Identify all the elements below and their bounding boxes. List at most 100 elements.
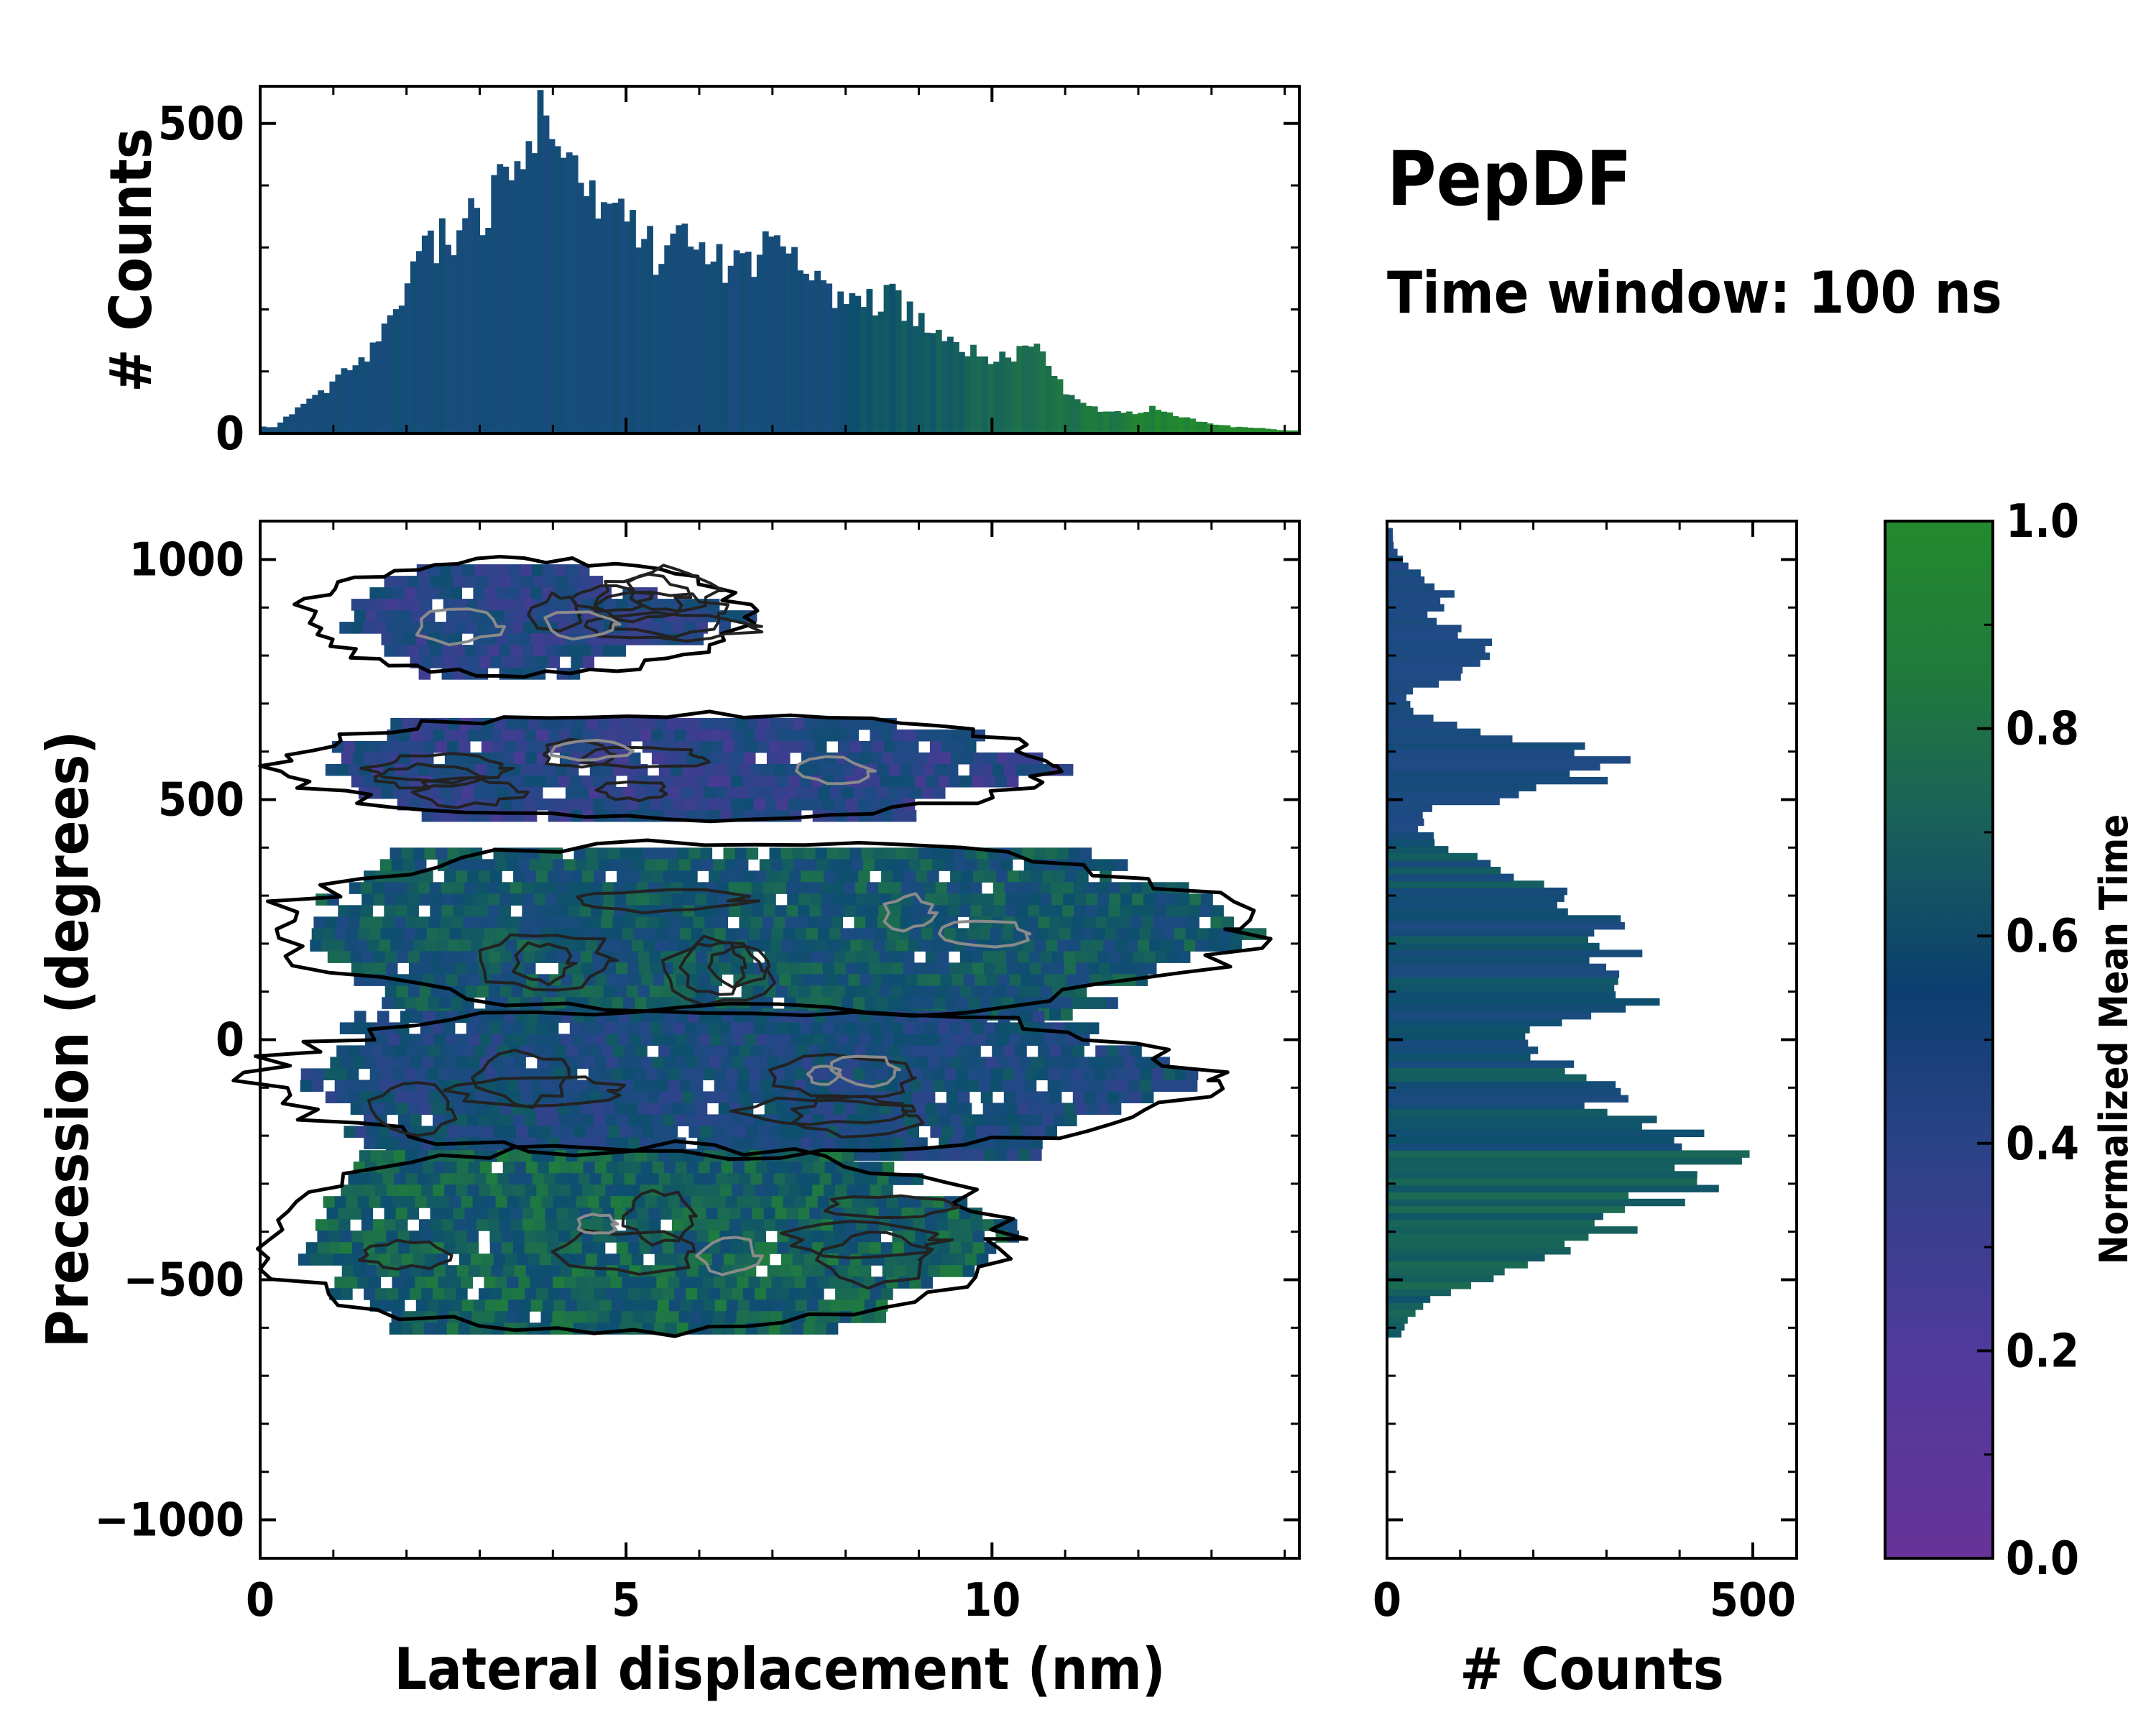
- heatmap-cell: [1120, 905, 1132, 917]
- heatmap-cell: [1109, 893, 1121, 906]
- heatmap-cell: [467, 656, 479, 668]
- heatmap-cell: [872, 847, 885, 860]
- heatmap-cell: [501, 1230, 513, 1243]
- heatmap-cell: [649, 1103, 662, 1115]
- contour-peak: [937, 919, 1032, 949]
- heatmap-cell: [658, 1091, 671, 1103]
- heatmap-cell: [577, 564, 590, 576]
- heatmap-cell: [521, 882, 534, 894]
- heatmap-cell: [900, 916, 912, 929]
- heatmap-cell: [1004, 882, 1017, 894]
- heatmap-cell: [610, 1276, 622, 1289]
- heatmap-cell: [1039, 905, 1051, 917]
- heatmap-cell: [640, 1265, 653, 1277]
- heatmap-cell: [824, 1034, 837, 1046]
- heatmap-cell: [775, 1208, 788, 1220]
- heatmap-cell: [753, 775, 766, 788]
- heatmap-cell: [604, 798, 617, 811]
- heatmap-cell: [1132, 951, 1145, 963]
- heatmap-cell: [806, 1276, 818, 1289]
- top-histogram-bar: [1218, 425, 1225, 433]
- heatmap-cell: [877, 1173, 890, 1185]
- heatmap-cell: [659, 882, 672, 894]
- heatmap-cell: [696, 798, 709, 811]
- heatmap-cell: [447, 1126, 459, 1138]
- heatmap-cell: [827, 717, 839, 730]
- heatmap-cell: [711, 1254, 724, 1266]
- heatmap-cell: [542, 1300, 555, 1312]
- right-histogram-bar: [1387, 1295, 1431, 1303]
- heatmap-cell: [410, 1114, 422, 1126]
- heatmap-cell: [362, 599, 375, 611]
- heatmap-cell: [818, 1300, 831, 1312]
- heatmap-cell: [683, 893, 696, 906]
- right-histogram-bar: [1387, 617, 1437, 626]
- heatmap-cell: [628, 870, 640, 883]
- heatmap-cell: [668, 1276, 680, 1289]
- top-histogram-bar: [1005, 357, 1012, 433]
- heatmap-cell: [405, 916, 418, 929]
- heatmap-cell: [513, 1184, 525, 1197]
- heatmap-cell: [628, 1288, 640, 1300]
- top-histogram-bar: [456, 230, 463, 433]
- heatmap-cell: [1112, 1057, 1124, 1069]
- heatmap-cell: [1126, 939, 1138, 952]
- heatmap-cell: [404, 786, 417, 799]
- heatmap-cell: [325, 763, 338, 776]
- heatmap-cell: [489, 962, 502, 975]
- heatmap-cell: [696, 1230, 709, 1243]
- heatmap-cell: [845, 1022, 858, 1034]
- heatmap-cell: [309, 1254, 322, 1266]
- heatmap-cell: [982, 1103, 995, 1115]
- heatmap-cell: [507, 1300, 520, 1312]
- heatmap-cell: [949, 1149, 962, 1161]
- heatmap-cell: [599, 1300, 612, 1312]
- heatmap-cell: [957, 997, 969, 1009]
- heatmap-cell: [694, 882, 706, 894]
- heatmap-cell: [378, 1254, 391, 1266]
- heatmap-cell: [650, 1230, 663, 1243]
- heatmap-cell: [612, 916, 625, 929]
- heatmap-cell: [1115, 859, 1128, 871]
- heatmap-cell: [354, 740, 367, 753]
- heatmap-cell: [350, 1103, 363, 1115]
- heatmap-cell: [522, 1208, 535, 1220]
- heatmap-cell: [788, 798, 801, 811]
- heatmap-cell: [716, 1091, 729, 1103]
- heatmap-cell: [787, 893, 799, 906]
- heatmap-cell: [669, 1150, 682, 1162]
- heatmap-cell: [1015, 763, 1028, 776]
- heatmap-cell: [609, 1311, 622, 1323]
- heatmap-cell: [895, 1254, 908, 1266]
- heatmap-cell: [339, 622, 351, 634]
- heatmap-cell: [948, 985, 961, 998]
- right-x-tick-label: 0: [1373, 1574, 1401, 1627]
- heatmap-cell: [1008, 1034, 1021, 1046]
- heatmap-cell: [582, 729, 594, 742]
- heatmap-cell: [417, 1045, 429, 1057]
- heatmap-cell: [557, 985, 570, 998]
- heatmap-cell: [778, 752, 791, 765]
- heatmap-cell: [505, 939, 517, 952]
- right-histogram-bar: [1387, 1108, 1608, 1117]
- heatmap-cell: [1208, 928, 1221, 940]
- heatmap-cell: [870, 1288, 882, 1300]
- heatmap-cell: [787, 951, 800, 963]
- heatmap-cell: [1047, 1080, 1060, 1092]
- heatmap-cell: [865, 997, 877, 1009]
- right-histogram-bar: [1387, 949, 1643, 957]
- heatmap-cell: [959, 985, 972, 998]
- heatmap-cell: [543, 763, 556, 776]
- heatmap-cell: [1118, 1045, 1130, 1057]
- heatmap-cell: [635, 997, 647, 1009]
- top-histogram-bar: [843, 304, 850, 433]
- heatmap-cell: [534, 893, 546, 906]
- heatmap-cell: [826, 847, 839, 860]
- heatmap-cell: [691, 1300, 704, 1312]
- heatmap-cell: [359, 1173, 372, 1185]
- heatmap-cell: [388, 610, 401, 622]
- heatmap-cell: [822, 1022, 835, 1034]
- top-histogram-bar: [699, 242, 706, 433]
- heatmap-cell: [504, 740, 517, 753]
- colorbar-tick-label: 1.0: [2006, 495, 2079, 548]
